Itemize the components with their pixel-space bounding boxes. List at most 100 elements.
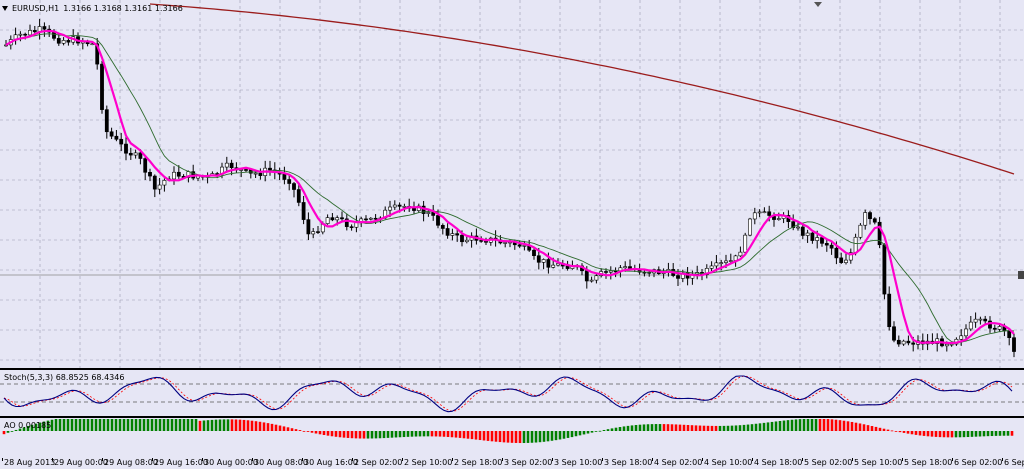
- ao-bar: [650, 424, 654, 431]
- ao-bar: [234, 419, 238, 431]
- ao-bar: [398, 431, 402, 438]
- candle-body: [32, 30, 37, 33]
- pane-separator[interactable]: [0, 416, 1024, 418]
- time-tick: [102, 458, 103, 461]
- ao-bar: [318, 431, 322, 435]
- ao-bar: [386, 431, 390, 438]
- time-tick: [302, 458, 303, 461]
- ao-bar: [238, 419, 242, 431]
- candle-body: [445, 228, 450, 236]
- ao-bar: [242, 419, 246, 431]
- ao-bar: [298, 430, 302, 431]
- ao-bar: [930, 431, 934, 437]
- ao-bar: [130, 419, 134, 431]
- symbol-label: EURUSD,H1 1.3166 1.3168 1.3161 1.3166: [2, 4, 183, 13]
- ao-bar: [858, 423, 862, 431]
- pane-separator[interactable]: [0, 368, 1024, 370]
- candle-body: [752, 212, 757, 220]
- time-label: 30 Aug 16:00: [304, 458, 358, 467]
- awesome-oscillator-pane[interactable]: AO 0.00185: [0, 418, 1024, 458]
- ao-bar: [494, 431, 498, 442]
- ao-bar: [210, 419, 214, 431]
- ao-bar: [926, 431, 930, 437]
- ao-bar: [918, 431, 922, 436]
- candle-body: [412, 207, 416, 211]
- ao-bar: [910, 431, 914, 435]
- time-tick: [752, 458, 753, 461]
- time-tick: [2, 458, 3, 461]
- time-tick: [552, 458, 553, 461]
- candle-body: [815, 237, 820, 241]
- stochastic-chart[interactable]: [0, 370, 1024, 416]
- ao-bar: [778, 420, 782, 431]
- ao-bar: [6, 431, 10, 433]
- candle-body: [541, 259, 546, 263]
- candle-body: [311, 231, 316, 235]
- time-label: 5 Sep 18:00: [904, 458, 953, 467]
- candle-body: [402, 206, 407, 208]
- candle-body: [748, 218, 752, 236]
- ao-bar: [282, 426, 286, 431]
- candle-body: [594, 275, 599, 281]
- ao-bar: [206, 420, 210, 431]
- candle-body: [800, 226, 805, 236]
- ao-bar: [766, 422, 770, 431]
- ao-bar: [614, 427, 618, 431]
- ao-bar: [54, 419, 58, 431]
- ao-bar: [118, 419, 122, 431]
- time-tick: [452, 458, 453, 461]
- candle-body: [762, 211, 767, 214]
- candle-body: [316, 231, 320, 233]
- time-axis: 28 Aug 2013 29 Aug 00:00 29 Aug 08:00 29 Au…: [0, 458, 1024, 469]
- candle-body: [28, 30, 32, 36]
- ao-bar: [222, 419, 226, 431]
- ao-bar: [582, 431, 586, 435]
- ao-bar: [218, 419, 222, 431]
- ao-bar: [94, 419, 98, 431]
- ao-bar: [370, 431, 374, 439]
- time-label: 30 Aug 00:00: [204, 458, 258, 467]
- time-tick: [52, 458, 53, 461]
- candle-body: [56, 38, 61, 44]
- candle-body: [335, 217, 340, 221]
- ao-bar: [678, 424, 682, 431]
- ao-bar: [702, 425, 706, 431]
- candle-body: [719, 262, 724, 264]
- candle-body: [503, 242, 508, 244]
- stochastic-pane[interactable]: Stoch(5,3,3) 68.8525 68.4346: [0, 370, 1024, 416]
- candle-body: [584, 270, 589, 282]
- ao-bar: [542, 431, 546, 442]
- ao-bar: [98, 419, 102, 431]
- candle-body: [42, 26, 47, 30]
- candle-body: [743, 234, 748, 253]
- ao-bar: [378, 431, 382, 439]
- stoch-signal-line: [3, 375, 1013, 412]
- ao-bar: [70, 419, 74, 431]
- ao-bar: [450, 431, 454, 438]
- ao-bar: [782, 420, 786, 431]
- ao-bar: [482, 431, 486, 441]
- candle-body: [551, 264, 556, 268]
- dropdown-triangle-icon: [2, 6, 8, 11]
- candle-body: [95, 43, 100, 65]
- ao-bar: [834, 419, 838, 431]
- ao-bar: [958, 431, 962, 438]
- candle-body: [829, 244, 834, 249]
- time-tick: [502, 458, 503, 461]
- candle-body: [282, 173, 287, 180]
- ao-bar: [550, 431, 554, 441]
- candle-body: [757, 211, 762, 214]
- ao-bar: [626, 425, 630, 431]
- awesome-oscillator-chart[interactable]: [0, 418, 1024, 458]
- ao-bar: [186, 419, 190, 431]
- candles: [4, 18, 1016, 358]
- ao-bar: [330, 431, 334, 437]
- main-chart-pane[interactable]: EURUSD,H1 1.3166 1.3168 1.3161 1.3166: [0, 0, 1024, 368]
- ao-bar: [410, 431, 414, 437]
- ao-bar: [646, 424, 650, 431]
- ao-bar: [22, 427, 26, 431]
- chart-shift-marker-icon[interactable]: [814, 2, 822, 7]
- price-chart[interactable]: [0, 0, 1024, 368]
- ao-bar: [590, 431, 594, 433]
- ao-bar: [802, 419, 806, 431]
